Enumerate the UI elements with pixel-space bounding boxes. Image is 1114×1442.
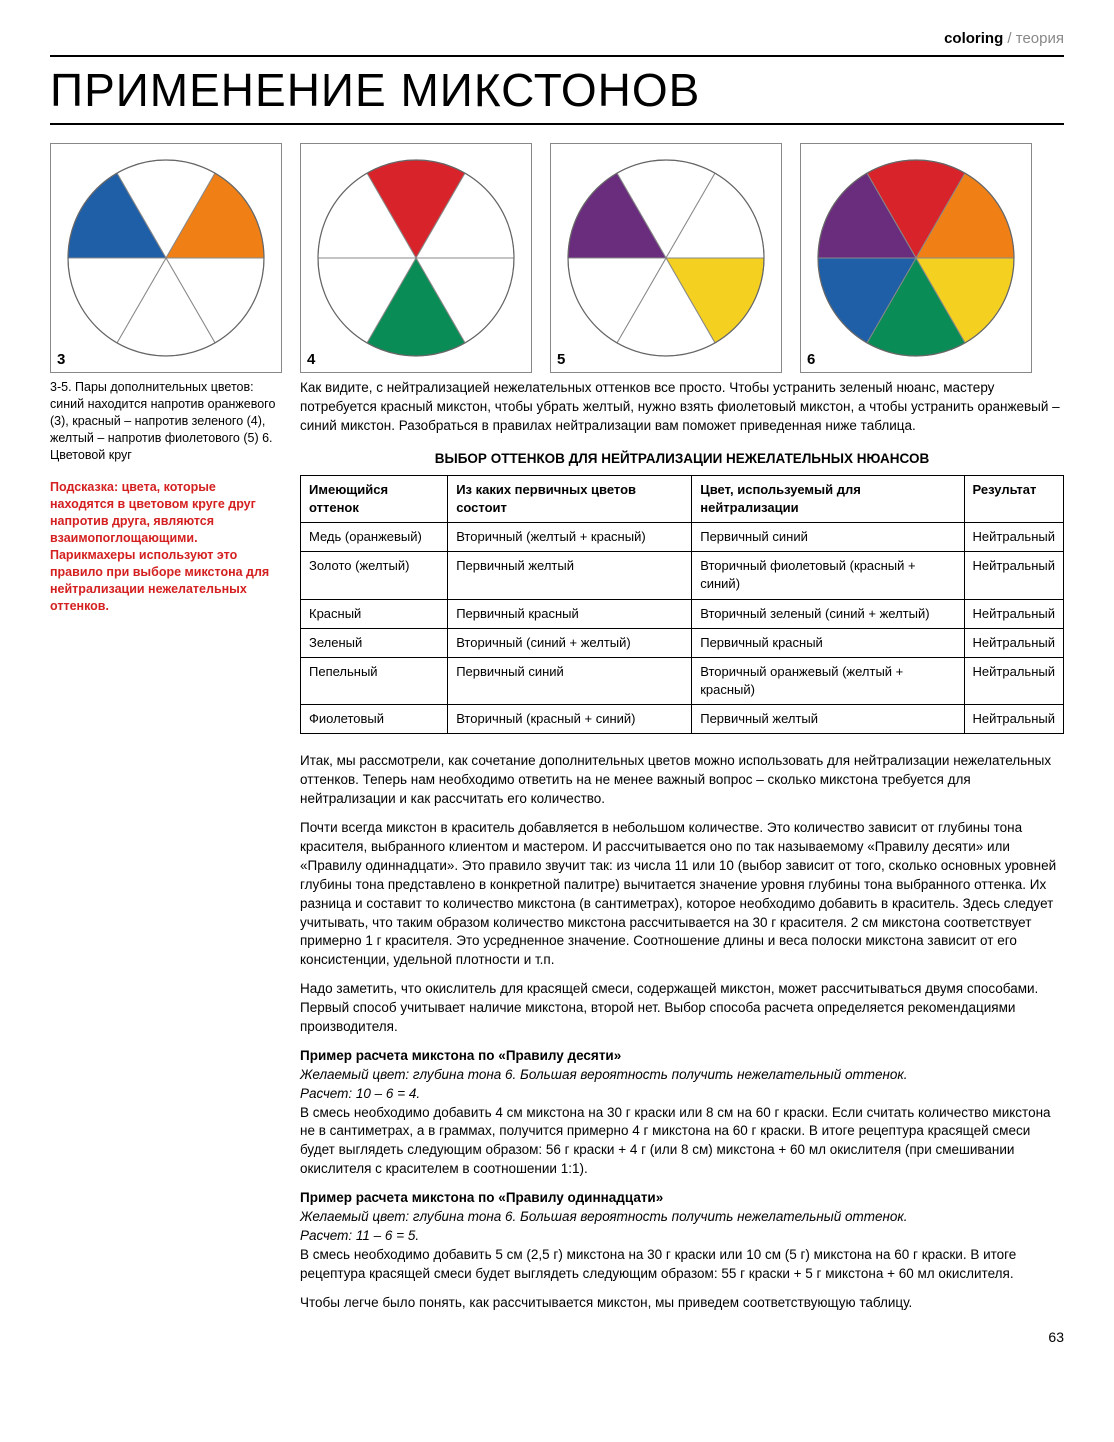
table-row: ЗеленыйВторичный (синий + желтый)Первичн… <box>301 628 1064 657</box>
table-cell: Нейтральный <box>964 705 1063 734</box>
content-row: 3-5. Пары дополнительных цветов: синий н… <box>50 379 1064 1348</box>
header-breadcrumb: coloring / теория <box>50 30 1064 47</box>
color-wheel-6: 6 <box>800 143 1032 373</box>
header-left: coloring <box>944 30 1003 47</box>
example2-calc-text: Расчет: 11 – 6 = 5. <box>300 1228 419 1243</box>
color-wheels-row: 3 4 5 6 <box>50 143 1064 373</box>
example1-sub-text: Желаемый цвет: глубина тона 6. Большая в… <box>300 1067 908 1082</box>
title-rule <box>50 123 1064 125</box>
table-header: Результат <box>964 475 1063 522</box>
example2-sub-text: Желаемый цвет: глубина тона 6. Большая в… <box>300 1209 908 1224</box>
example2-body: В смесь необходимо добавить 5 см (2,5 г)… <box>300 1246 1064 1284</box>
header-sep: / <box>1003 30 1016 47</box>
table-row: КрасныйПервичный красныйВторичный зелены… <box>301 599 1064 628</box>
wheel-number: 6 <box>807 351 815 368</box>
table-cell: Вторичный зеленый (синий + желтый) <box>692 599 964 628</box>
color-wheel-4: 4 <box>300 143 532 373</box>
header-right: теория <box>1016 30 1064 47</box>
table-cell: Пепельный <box>301 657 448 704</box>
table-header: Имеющийся оттенок <box>301 475 448 522</box>
table-cell: Первичный синий <box>448 657 692 704</box>
table-row: ПепельныйПервичный синийВторичный оранже… <box>301 657 1064 704</box>
main-column: Как видите, с нейтрализацией нежелательн… <box>300 379 1064 1348</box>
intro-paragraph: Как видите, с нейтрализацией нежелательн… <box>300 379 1064 436</box>
example1-calc-text: Расчет: 10 – 6 = 4. <box>300 1086 420 1101</box>
table-cell: Нейтральный <box>964 552 1063 599</box>
example1-body: В смесь необходимо добавить 4 см микстон… <box>300 1104 1064 1180</box>
color-wheel-5: 5 <box>550 143 782 373</box>
table-row: ФиолетовыйВторичный (красный + синий)Пер… <box>301 705 1064 734</box>
hint-text: Подсказка: цвета, которые находятся в цв… <box>50 479 282 614</box>
table-cell: Нейтральный <box>964 628 1063 657</box>
body-p1: Итак, мы рассмотрели, как сочетание допо… <box>300 752 1064 809</box>
table-cell: Медь (оранжевый) <box>301 522 448 551</box>
wheel-svg <box>556 148 776 368</box>
page-number: 63 <box>300 1328 1064 1348</box>
figure-caption: 3-5. Пары дополнительных цветов: синий н… <box>50 379 282 463</box>
table-cell: Вторичный (синий + желтый) <box>448 628 692 657</box>
color-wheel-3: 3 <box>50 143 282 373</box>
example1-sub: Желаемый цвет: глубина тона 6. Большая в… <box>300 1066 1064 1085</box>
example2-sub: Желаемый цвет: глубина тона 6. Большая в… <box>300 1208 1064 1227</box>
table-cell: Красный <box>301 599 448 628</box>
wheel-number: 5 <box>557 351 565 368</box>
table-cell: Фиолетовый <box>301 705 448 734</box>
table-row: Медь (оранжевый)Вторичный (желтый + крас… <box>301 522 1064 551</box>
example1-title: Пример расчета микстона по «Правилу деся… <box>300 1047 1064 1066</box>
body-p4: Чтобы легче было понять, как рассчитывае… <box>300 1294 1064 1313</box>
example2-calc: Расчет: 11 – 6 = 5. <box>300 1227 1064 1246</box>
sidebar: 3-5. Пары дополнительных цветов: синий н… <box>50 379 282 1348</box>
wheel-number: 3 <box>57 351 65 368</box>
table-cell: Нейтральный <box>964 599 1063 628</box>
table-cell: Нейтральный <box>964 522 1063 551</box>
table-cell: Нейтральный <box>964 657 1063 704</box>
table-row: Золото (желтый)Первичный желтыйВторичный… <box>301 552 1064 599</box>
wheel-svg <box>306 148 526 368</box>
table-cell: Первичный желтый <box>692 705 964 734</box>
top-rule <box>50 55 1064 57</box>
example1-calc: Расчет: 10 – 6 = 4. <box>300 1085 1064 1104</box>
table-header: Цвет, используемый для нейтрализации <box>692 475 964 522</box>
example2-title: Пример расчета микстона по «Правилу один… <box>300 1189 1064 1208</box>
table-title: ВЫБОР ОТТЕНКОВ ДЛЯ НЕЙТРАЛИЗАЦИИ НЕЖЕЛАТ… <box>300 450 1064 469</box>
table-cell: Первичный красный <box>448 599 692 628</box>
table-cell: Вторичный (красный + синий) <box>448 705 692 734</box>
table-cell: Вторичный (желтый + красный) <box>448 522 692 551</box>
wheel-number: 4 <box>307 351 315 368</box>
table-cell: Золото (желтый) <box>301 552 448 599</box>
table-cell: Вторичный фиолетовый (красный + синий) <box>692 552 964 599</box>
table-header: Из каких первичных цветов состоит <box>448 475 692 522</box>
table-cell: Вторичный оранжевый (желтый + красный) <box>692 657 964 704</box>
page-title: ПРИМЕНЕНИЕ МИКСТОНОВ <box>50 63 1064 117</box>
body-p3: Надо заметить, что окислитель для красящ… <box>300 980 1064 1037</box>
body-p2: Почти всегда микстон в краситель добавля… <box>300 819 1064 970</box>
table-cell: Первичный красный <box>692 628 964 657</box>
table-cell: Зеленый <box>301 628 448 657</box>
wheel-svg <box>806 148 1026 368</box>
wheel-svg <box>56 148 276 368</box>
table-cell: Первичный желтый <box>448 552 692 599</box>
neutralization-table: Имеющийся оттенокИз каких первичных цвет… <box>300 475 1064 735</box>
table-cell: Первичный синий <box>692 522 964 551</box>
